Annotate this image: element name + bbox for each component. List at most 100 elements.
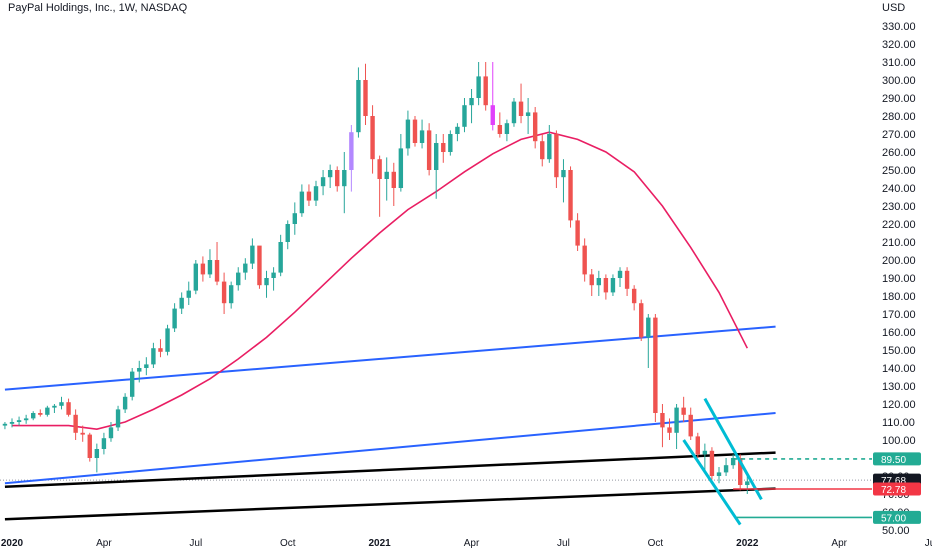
- candle[interactable]: [745, 476, 750, 494]
- candle[interactable]: [129, 368, 135, 401]
- candle[interactable]: [631, 285, 637, 311]
- blue-trendline-2[interactable]: [4, 412, 776, 485]
- candle[interactable]: [554, 130, 559, 188]
- candle[interactable]: [617, 267, 623, 287]
- candle[interactable]: [243, 258, 248, 280]
- candle[interactable]: [532, 107, 538, 149]
- candle[interactable]: [16, 416, 22, 426]
- candle[interactable]: [292, 202, 297, 235]
- candle[interactable]: [716, 467, 722, 484]
- candle[interactable]: [271, 267, 276, 291]
- candle[interactable]: [723, 458, 729, 476]
- candle[interactable]: [363, 63, 368, 125]
- candle[interactable]: [172, 303, 177, 332]
- candle[interactable]: [236, 267, 241, 291]
- black-trendline-2[interactable]: [4, 487, 776, 521]
- candle[interactable]: [391, 162, 396, 206]
- candle[interactable]: [568, 166, 573, 228]
- candle[interactable]: [660, 404, 665, 448]
- candle[interactable]: [646, 314, 651, 368]
- candle[interactable]: [681, 396, 686, 422]
- candle[interactable]: [455, 123, 460, 142]
- candle[interactable]: [31, 411, 36, 421]
- candle[interactable]: [23, 414, 29, 424]
- candle[interactable]: [115, 405, 121, 431]
- candle[interactable]: [377, 155, 382, 217]
- candle[interactable]: [511, 98, 517, 127]
- candle[interactable]: [306, 184, 312, 206]
- candle[interactable]: [384, 157, 389, 201]
- candle[interactable]: [59, 396, 64, 410]
- candle[interactable]: [476, 62, 481, 106]
- candle[interactable]: [38, 409, 43, 417]
- candle[interactable]: [653, 314, 658, 422]
- candle[interactable]: [250, 238, 255, 269]
- candle[interactable]: [674, 404, 679, 449]
- candle[interactable]: [264, 270, 269, 298]
- candle[interactable]: [412, 116, 418, 147]
- candle[interactable]: [462, 98, 467, 133]
- candle[interactable]: [200, 256, 206, 282]
- black-trendline-1[interactable]: [4, 451, 776, 489]
- candle[interactable]: [448, 130, 453, 156]
- candle[interactable]: [730, 454, 736, 469]
- candle[interactable]: [66, 398, 71, 417]
- candle[interactable]: [327, 164, 333, 188]
- candle[interactable]: [137, 360, 142, 383]
- candle[interactable]: [52, 404, 57, 413]
- candle[interactable]: [490, 62, 495, 131]
- candle[interactable]: [547, 125, 552, 163]
- blue-trendline-1[interactable]: [4, 325, 776, 391]
- candle[interactable]: [2, 422, 8, 430]
- candle[interactable]: [94, 443, 100, 473]
- candle[interactable]: [73, 409, 78, 440]
- teal-channel-line-2[interactable]: [682, 439, 742, 526]
- candle[interactable]: [221, 272, 227, 314]
- candle[interactable]: [525, 98, 531, 134]
- candle[interactable]: [398, 134, 404, 192]
- candle[interactable]: [589, 269, 594, 296]
- candle[interactable]: [370, 105, 375, 174]
- candle[interactable]: [426, 123, 432, 176]
- candle[interactable]: [278, 234, 283, 277]
- candle[interactable]: [349, 125, 354, 192]
- candle[interactable]: [709, 447, 715, 480]
- candle[interactable]: [575, 213, 580, 251]
- candle[interactable]: [214, 242, 220, 286]
- candle[interactable]: [603, 274, 609, 300]
- candle[interactable]: [518, 83, 524, 124]
- candle[interactable]: [596, 270, 602, 296]
- candle[interactable]: [144, 357, 149, 376]
- candle[interactable]: [313, 180, 319, 206]
- candle[interactable]: [101, 432, 107, 455]
- candle[interactable]: [419, 119, 425, 149]
- candle[interactable]: [108, 422, 114, 442]
- candle[interactable]: [9, 418, 15, 428]
- candle[interactable]: [122, 393, 128, 413]
- candle[interactable]: [667, 418, 672, 440]
- candle[interactable]: [80, 425, 85, 442]
- candle[interactable]: [441, 134, 446, 163]
- candle[interactable]: [504, 119, 510, 142]
- candle[interactable]: [158, 339, 163, 358]
- candle[interactable]: [193, 260, 199, 295]
- candle[interactable]: [695, 432, 700, 458]
- candle[interactable]: [356, 67, 361, 138]
- candle[interactable]: [561, 159, 566, 203]
- candle[interactable]: [342, 152, 347, 214]
- candle[interactable]: [87, 432, 92, 462]
- candle[interactable]: [179, 292, 184, 314]
- candle[interactable]: [405, 110, 411, 156]
- teal-channel-line-1[interactable]: [703, 397, 763, 501]
- candle[interactable]: [582, 238, 587, 282]
- candle[interactable]: [434, 134, 439, 199]
- candle[interactable]: [186, 281, 191, 305]
- candle[interactable]: [151, 342, 156, 368]
- candle[interactable]: [688, 407, 693, 440]
- candle[interactable]: [497, 112, 503, 138]
- candle[interactable]: [257, 245, 262, 289]
- candle[interactable]: [639, 299, 644, 341]
- candle[interactable]: [285, 220, 290, 250]
- candle[interactable]: [299, 184, 305, 217]
